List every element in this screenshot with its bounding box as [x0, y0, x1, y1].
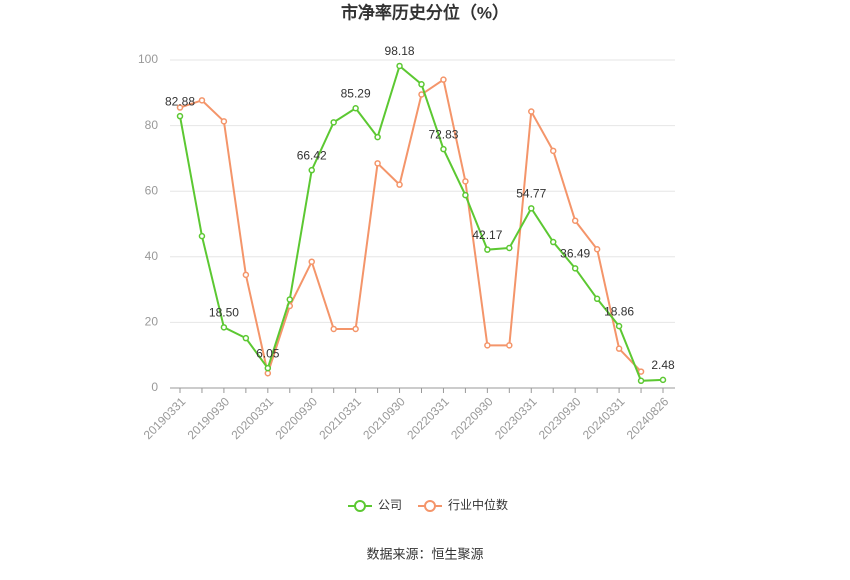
x-tick-label: 20190331: [141, 394, 189, 442]
x-tick-label: 20200331: [229, 394, 277, 442]
point: [220, 324, 228, 331]
point: [176, 104, 184, 111]
chart-title: 市净率历史分位（%）: [341, 2, 509, 22]
point: [440, 76, 447, 83]
point: [637, 368, 645, 375]
x-tick-label: 20240826: [624, 394, 672, 442]
point: [659, 376, 667, 384]
point: [396, 181, 403, 188]
y-tick-label: 100: [138, 52, 158, 66]
data-label: 42.17: [472, 228, 502, 242]
point: [308, 166, 315, 174]
data-label: 36.49: [560, 246, 590, 260]
point: [528, 108, 535, 115]
y-tick-label: 40: [145, 249, 159, 263]
data-label: 18.50: [209, 305, 239, 319]
point: [506, 342, 513, 349]
point: [615, 322, 623, 330]
point: [549, 238, 557, 246]
x-tick-label: 20210331: [316, 394, 364, 442]
y-tick-label: 0: [151, 380, 158, 394]
point: [374, 160, 381, 167]
series-line: [179, 64, 664, 382]
data-label: 6.05: [256, 346, 280, 360]
point: [462, 191, 469, 199]
legend-label: 行业中位数: [448, 497, 508, 512]
y-tick-label: 60: [145, 183, 159, 197]
point: [593, 295, 601, 303]
point: [593, 246, 601, 253]
point: [615, 345, 623, 352]
point: [242, 334, 250, 342]
point: [286, 296, 294, 303]
data-label: 98.18: [385, 44, 415, 58]
y-tick-label: 20: [145, 315, 159, 329]
point: [528, 205, 535, 212]
point: [440, 145, 447, 153]
point: [506, 244, 513, 252]
point: [242, 271, 250, 279]
data-label: 85.29: [341, 86, 371, 100]
point: [418, 81, 425, 88]
point: [330, 325, 337, 333]
source: 数据来源：恒生聚源: [366, 546, 483, 561]
x-tick-label: 20230930: [536, 394, 584, 442]
x-tick-label: 20220331: [404, 394, 452, 442]
legend-label: 公司: [378, 498, 402, 512]
point: [264, 369, 272, 377]
point: [176, 112, 184, 120]
point: [396, 62, 403, 70]
point: [571, 265, 579, 272]
y-tick-label: 80: [145, 118, 159, 132]
x-tick-label: 20190930: [185, 394, 233, 442]
legend-marker: [424, 500, 436, 512]
data-label: 72.83: [428, 127, 458, 141]
point: [462, 178, 469, 185]
point: [330, 119, 337, 126]
x-tick-label: 20210930: [360, 394, 408, 442]
legend-marker: [354, 500, 366, 512]
point: [484, 246, 491, 253]
point: [374, 133, 381, 141]
data-label: 18.86: [604, 304, 634, 318]
point: [571, 217, 579, 224]
x-tick-label: 20220930: [448, 394, 496, 442]
data-label: 66.42: [297, 148, 327, 162]
data-label: 82.88: [165, 94, 195, 108]
x-tick-label: 20230331: [492, 394, 540, 442]
series-line: [179, 78, 642, 378]
x-tick-label: 20240331: [580, 394, 628, 442]
point: [418, 91, 425, 98]
point: [198, 232, 206, 240]
point: [484, 342, 491, 349]
x-tick-label: 20200930: [272, 394, 320, 442]
point: [637, 377, 645, 385]
point: [198, 97, 206, 104]
point: [220, 118, 228, 125]
point: [308, 258, 315, 265]
data-label: 2.48: [651, 358, 675, 372]
point: [264, 364, 272, 372]
point: [549, 147, 557, 155]
data-label: 54.77: [516, 187, 546, 201]
point: [352, 325, 359, 333]
point: [352, 104, 359, 112]
